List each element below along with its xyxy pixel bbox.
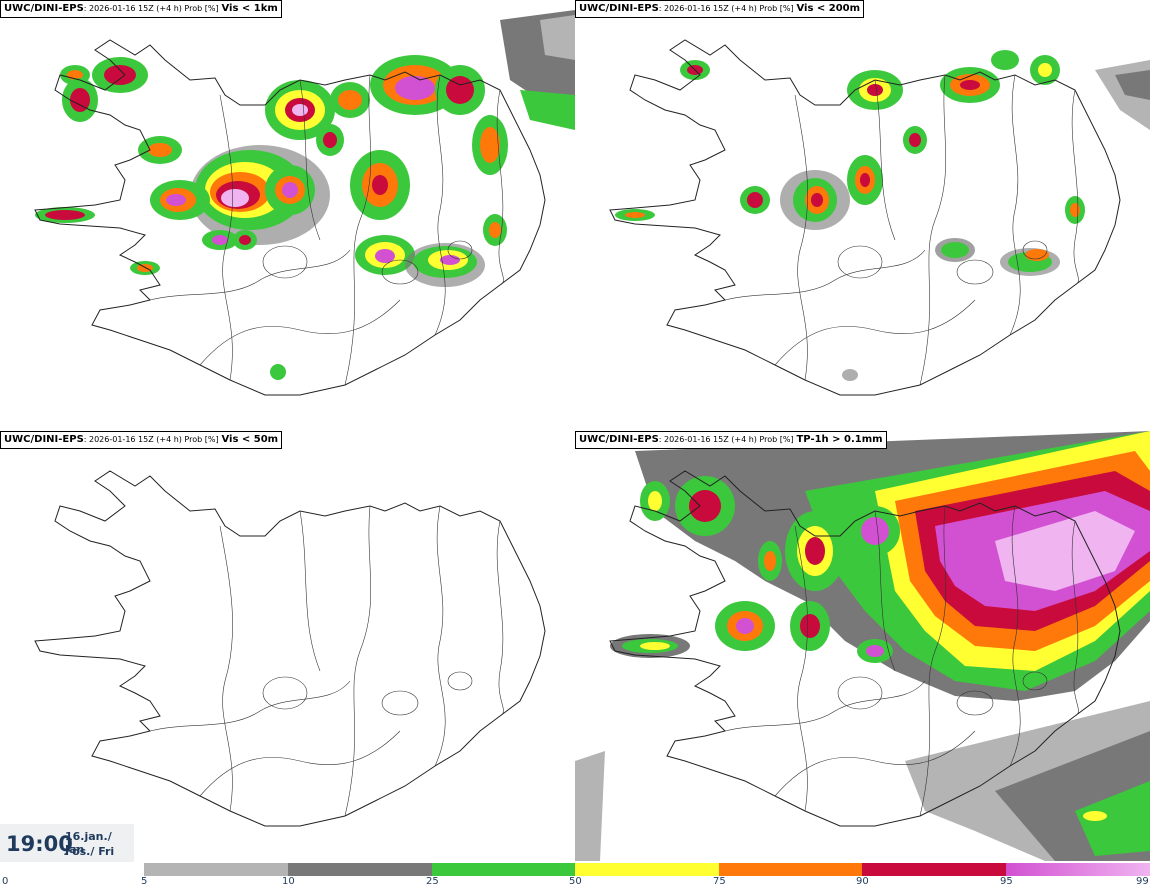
map-tp-1h [575,431,1150,861]
colorbar-tick: 90 [856,876,869,887]
valid-time: 19:00 [6,832,73,856]
panel-title: UWC/DINI-EPS: 2026-01-16 15Z (+4 h) Prob… [0,0,282,18]
colorbar-tick: 5 [141,876,148,887]
panel-title: UWC/DINI-EPS: 2026-01-16 15Z (+4 h) Prob… [0,431,283,449]
colorbar-tick: 95 [1000,876,1013,887]
map-panel-tp-1h: UWC/DINI-EPS: 2026-01-16 15Z (+4 h) Prob… [575,431,1150,861]
map-vis-1km [34,10,575,396]
colorbar-segment [432,863,575,876]
colorbar-segment [144,863,288,876]
colorbar-segment [575,863,719,876]
colorbar-tick: 0 [2,876,9,887]
panel-title: UWC/DINI-EPS: 2026-01-16 15Z (+4 h) Prob… [575,0,865,18]
panel-title: UWC/DINI-EPS: 2026-01-16 15Z (+4 h) Prob… [575,431,887,449]
map-panel-vis-50m: UWC/DINI-EPS: 2026-01-16 15Z (+4 h) Prob… [0,431,575,861]
map-panel-vis-200m: UWC/DINI-EPS: 2026-01-16 15Z (+4 h) Prob… [575,0,1150,430]
prob-blobs-tp-1h [575,431,1150,861]
colorbar-tick: 75 [713,876,726,887]
prob-blobs-vis-200m [615,50,1085,381]
colorbar-segment [862,863,1006,876]
colorbar-tick: 99 [1136,876,1149,887]
map-panel-vis-1km: UWC/DINI-EPS: 2026-01-16 15Z (+4 h) Prob… [0,0,575,430]
colorbar-segment [719,863,862,876]
colorbar-segment [288,863,432,876]
valid-date-line1: 16.jan./ Jan [65,830,112,856]
prob-blobs-vis-1km [35,55,508,380]
valid-time-box: 19:00 16.jan./ Jan Fös./ Fri [0,824,134,862]
colorbar-tick: 25 [426,876,439,887]
map-vis-200m [609,39,1150,396]
colorbar-tick: 50 [569,876,582,887]
map-vis-50m [34,470,546,827]
colorbar-tick: 10 [282,876,295,887]
valid-date-line2: Fös./ Fri [65,845,115,858]
colorbar-segment [1006,863,1150,876]
